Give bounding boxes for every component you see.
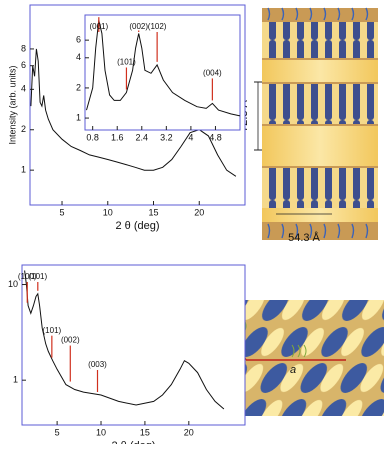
- peak-label: (101): [43, 326, 62, 335]
- y-tick-label: 1: [13, 375, 18, 385]
- x-tick-label: 3.2: [160, 132, 173, 142]
- x-tick-label: 5: [55, 427, 60, 437]
- peak-label: (101): [117, 58, 136, 67]
- data-line: [24, 270, 225, 410]
- y-axis-label: Intensity (arb. units): [7, 65, 17, 144]
- data-line: [86, 20, 241, 117]
- y-tick-label: 4: [76, 52, 81, 62]
- x-tick-label: 1.6: [111, 132, 124, 142]
- peak-label: (003): [88, 360, 107, 369]
- y-tick-label: 4: [21, 84, 26, 94]
- plot-area: [21, 264, 246, 426]
- x-tick-label: 20: [194, 207, 204, 217]
- lamellar-schematic: 72.5 Å 54.3 Å: [237, 7, 378, 244]
- axis-a-label: a: [290, 364, 296, 376]
- x-tick-label: 4: [188, 132, 193, 142]
- x-tick-label: 5: [60, 207, 65, 217]
- x-tick-label: 20: [184, 427, 194, 437]
- y-tick-label: 2: [76, 82, 81, 92]
- y-tick-label: 8: [21, 43, 26, 53]
- peak-label: (002): [129, 22, 148, 31]
- y-tick-label: 1: [21, 165, 26, 175]
- y-tick-label: 2: [21, 124, 26, 134]
- x-tick-label: 10: [103, 207, 113, 217]
- x-tick-label: 2.4: [136, 132, 149, 142]
- lateral-spacing-label: 54.3 Å: [288, 231, 320, 244]
- x-tick-label: 0.8: [86, 132, 99, 142]
- x-axis-label: 2 θ (deg): [115, 220, 159, 232]
- y-tick-label: 6: [76, 35, 81, 45]
- y-tick-label: 6: [21, 60, 26, 70]
- peak-label: (100): [18, 272, 37, 281]
- peak-label: (002): [61, 336, 80, 345]
- x-tick-label: 15: [140, 427, 150, 437]
- y-tick-label: 10: [8, 279, 18, 289]
- peak-label: (102): [148, 22, 167, 31]
- y-tick-label: 1: [76, 112, 81, 122]
- peak-label: (004): [203, 69, 222, 78]
- x-tick-label: 10: [96, 427, 106, 437]
- x-tick-label: 15: [149, 207, 159, 217]
- x-tick-label: 4.8: [209, 132, 222, 142]
- data-line: [30, 48, 237, 177]
- peak-label: (1̄01): [28, 272, 47, 281]
- x-axis-label: 2 θ (deg): [111, 440, 155, 444]
- plot-area: [84, 14, 241, 131]
- peak-label: (001): [89, 22, 108, 31]
